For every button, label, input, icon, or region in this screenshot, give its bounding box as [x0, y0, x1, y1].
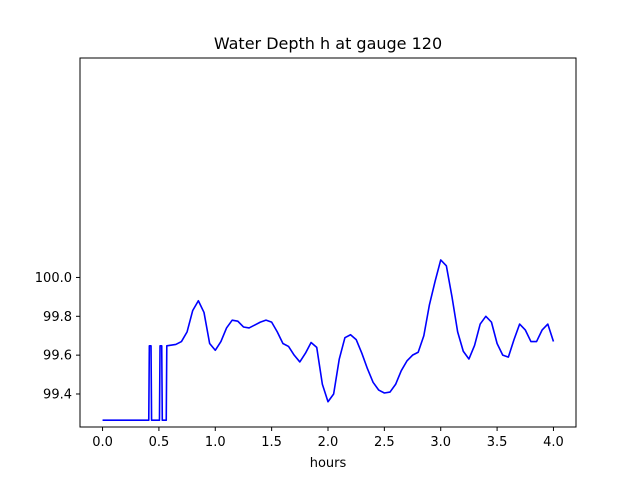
x-tick-label: 0.5: [149, 435, 170, 450]
x-tick-label: 2.0: [318, 435, 339, 450]
chart-title: Water Depth h at gauge 120: [214, 34, 442, 53]
x-tick-label: 0.0: [92, 435, 113, 450]
plot-frame: [79, 57, 577, 428]
y-axis-ticks: 99.4 99.6 99.8 100.0: [35, 271, 80, 402]
x-tick-label: 2.5: [374, 435, 395, 450]
y-tick-label: 99.6: [43, 349, 72, 364]
y-tick-label: 100.0: [35, 271, 72, 286]
y-tick-label: 99.8: [43, 310, 72, 325]
x-tick-label: 3.0: [430, 435, 451, 450]
series-line-0: [102, 259, 555, 421]
x-tick-label: 1.0: [205, 435, 226, 450]
x-tick-label: 1.5: [261, 435, 282, 450]
x-axis-label: hours: [310, 456, 347, 471]
y-tick-label: 99.4: [43, 387, 72, 402]
plot-area: [102, 259, 555, 421]
x-tick-label: 4.0: [543, 435, 564, 450]
x-tick-label: 3.5: [487, 435, 508, 450]
x-axis-ticks: 0.0 0.5 1.0 1.5 2.0 2.5 3.0 3.5 4.0: [92, 427, 564, 450]
